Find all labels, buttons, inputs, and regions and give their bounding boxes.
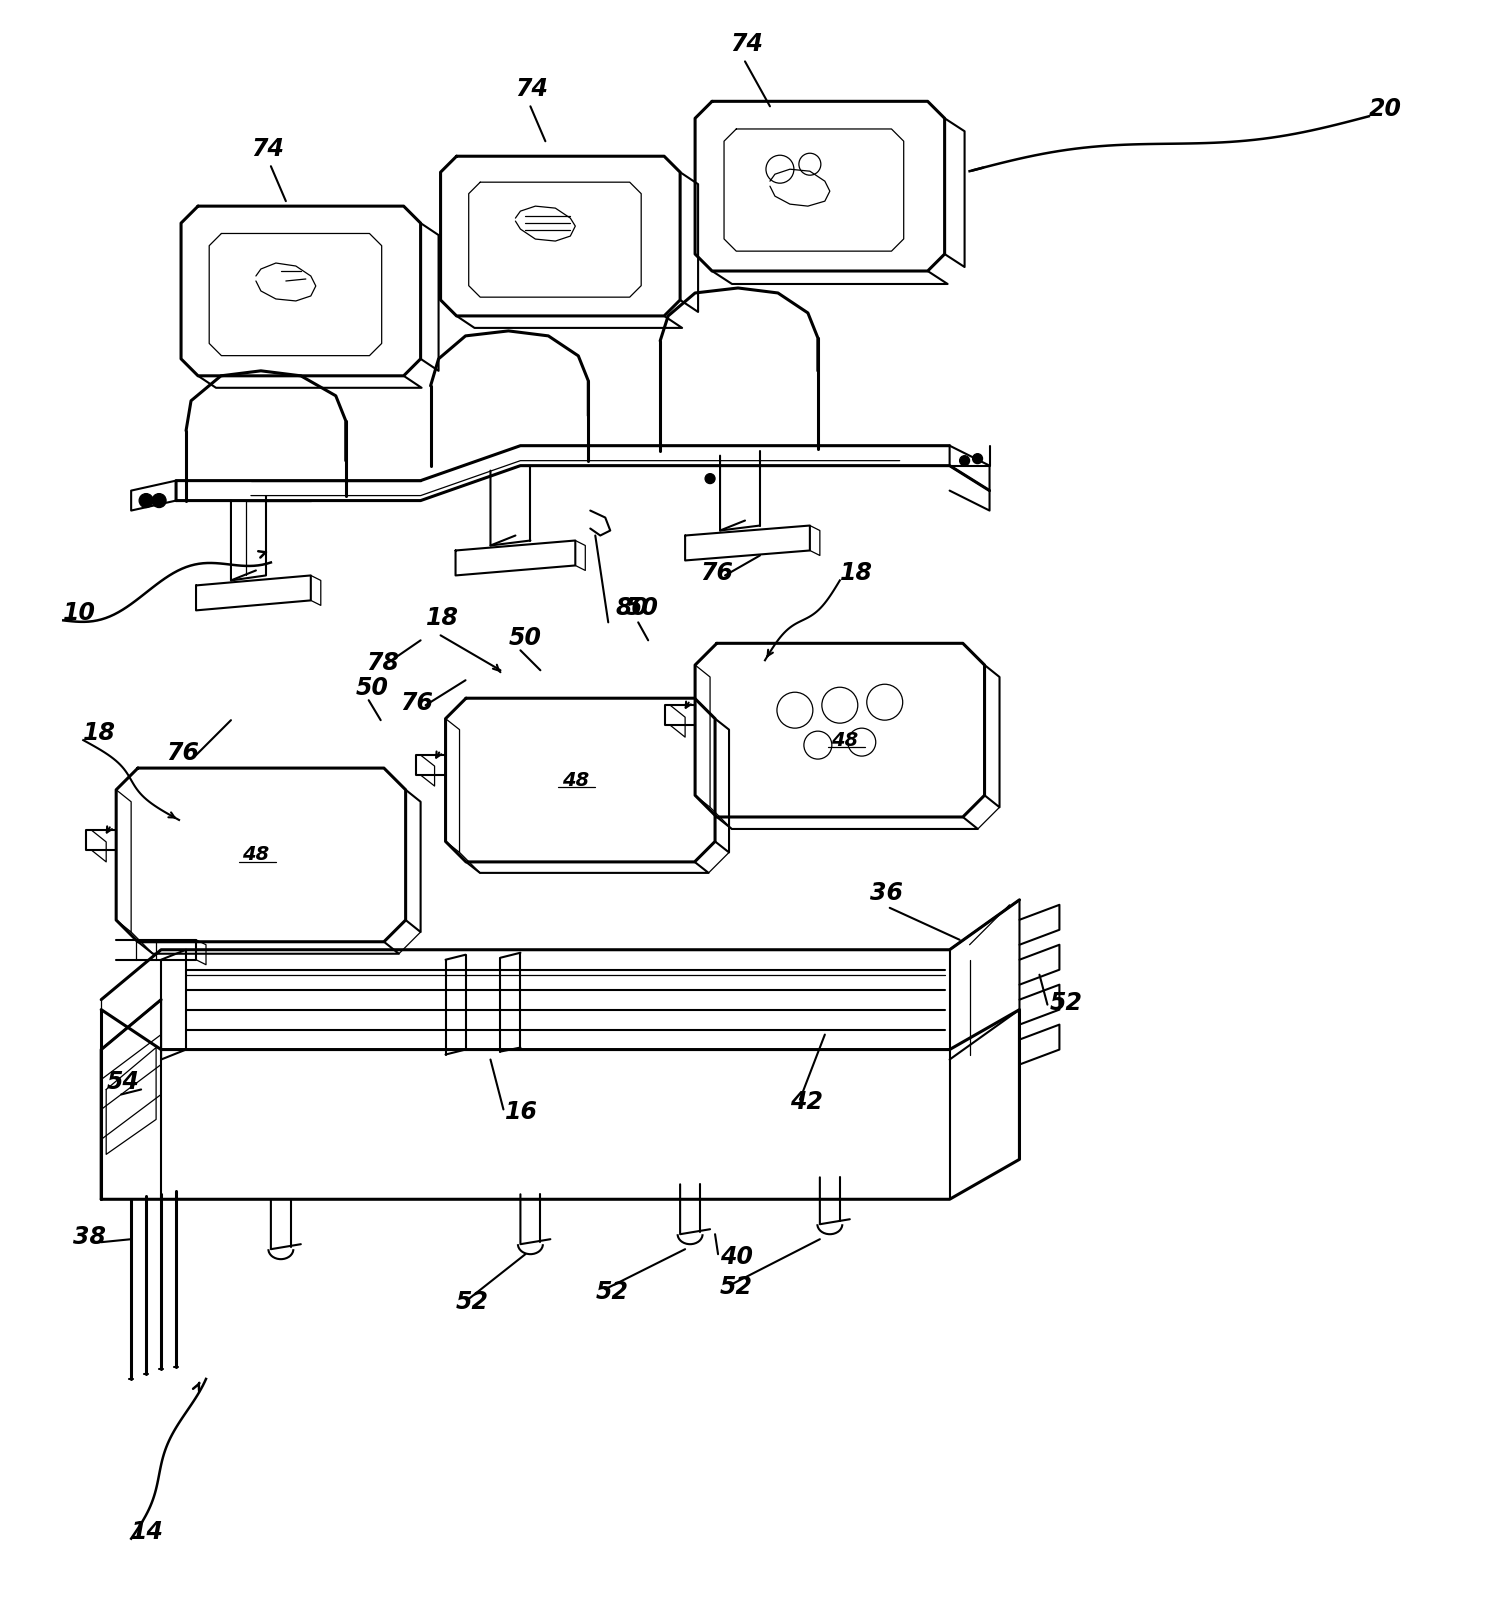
Text: 50: 50 <box>508 626 542 650</box>
Text: 74: 74 <box>730 32 762 57</box>
Text: 52: 52 <box>721 1276 753 1298</box>
Text: 42: 42 <box>791 1091 823 1115</box>
Text: 18: 18 <box>426 606 459 631</box>
Text: 80: 80 <box>615 597 648 621</box>
Text: 52: 52 <box>1050 990 1083 1015</box>
Text: 38: 38 <box>73 1225 106 1250</box>
Circle shape <box>972 454 983 464</box>
Circle shape <box>706 473 715 483</box>
Text: 50: 50 <box>625 597 658 621</box>
Text: 76: 76 <box>167 741 200 765</box>
Text: 18: 18 <box>840 561 873 585</box>
Text: 16: 16 <box>505 1101 539 1125</box>
Circle shape <box>152 493 167 507</box>
Text: 48: 48 <box>561 770 590 789</box>
Text: 20: 20 <box>1368 97 1401 122</box>
Text: 40: 40 <box>721 1245 753 1269</box>
Text: 50: 50 <box>356 676 389 700</box>
Text: 78: 78 <box>366 652 399 676</box>
Text: 54: 54 <box>106 1070 138 1094</box>
Text: 36: 36 <box>870 880 902 905</box>
Text: 76: 76 <box>700 561 733 585</box>
Text: 74: 74 <box>252 138 284 160</box>
Circle shape <box>138 493 153 507</box>
Text: 48: 48 <box>243 846 270 864</box>
Text: 10: 10 <box>63 601 97 626</box>
Text: 76: 76 <box>401 691 433 715</box>
Text: 48: 48 <box>831 731 859 749</box>
Circle shape <box>959 456 969 465</box>
Text: 52: 52 <box>596 1281 628 1303</box>
Text: 14: 14 <box>131 1519 164 1543</box>
Text: 18: 18 <box>83 721 116 746</box>
Text: 74: 74 <box>515 78 548 102</box>
Text: 52: 52 <box>456 1290 488 1315</box>
